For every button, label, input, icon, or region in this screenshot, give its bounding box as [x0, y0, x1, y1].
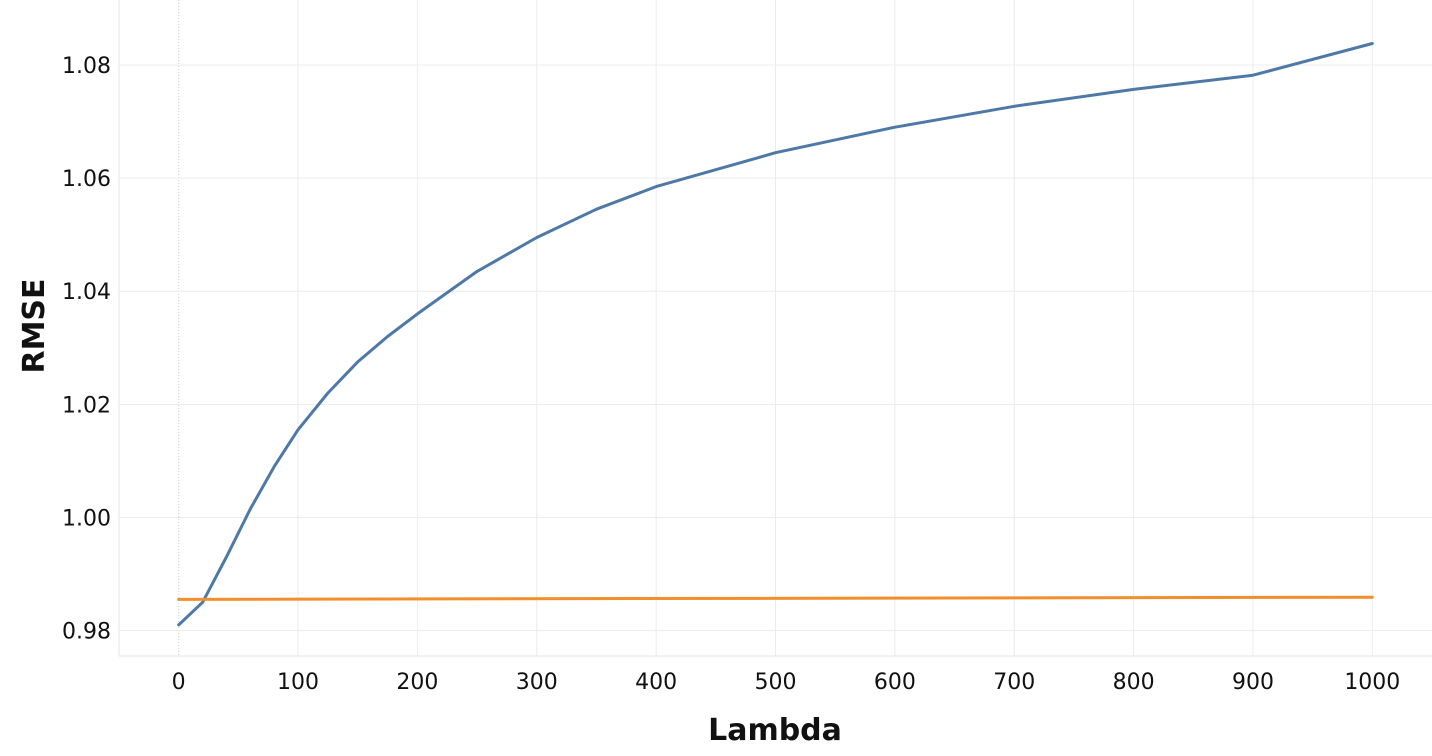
series-line-1 — [177, 42, 1374, 627]
x-tick-label: 800 — [1113, 670, 1155, 695]
y-grid-lines — [119, 64, 1432, 632]
x-tick-label: 500 — [755, 670, 797, 695]
x-axis-title: Lambda — [708, 713, 842, 748]
y-tick-label: 1.02 — [62, 393, 111, 418]
y-tick-label: 1.00 — [62, 506, 111, 531]
series-layer — [177, 42, 1374, 627]
x-grid-lines — [178, 0, 1373, 656]
y-tick-labels: 0.98 1.00 1.02 1.04 1.06 1.08 — [62, 54, 111, 645]
axes — [118, 0, 1432, 657]
x-tick-label: 200 — [396, 670, 438, 695]
series-line-2 — [177, 595, 1374, 601]
x-tick-label: 300 — [516, 670, 558, 695]
x-tick-label: 0 — [172, 670, 186, 695]
x-tick-label: 600 — [874, 670, 916, 695]
y-tick-label: 1.08 — [62, 54, 111, 79]
y-tick-label: 0.98 — [62, 620, 111, 645]
x-tick-label: 100 — [277, 670, 319, 695]
y-axis-title: RMSE — [17, 278, 52, 373]
x-tick-label: 900 — [1232, 670, 1274, 695]
x-tick-label: 700 — [993, 670, 1035, 695]
x-tick-labels: 0 100 200 300 400 500 600 700 800 900 1000 — [172, 670, 1401, 695]
y-tick-label: 1.04 — [62, 280, 111, 305]
x-tick-label: 1000 — [1344, 670, 1400, 695]
x-tick-label: 400 — [635, 670, 677, 695]
y-tick-label: 1.06 — [62, 167, 111, 192]
